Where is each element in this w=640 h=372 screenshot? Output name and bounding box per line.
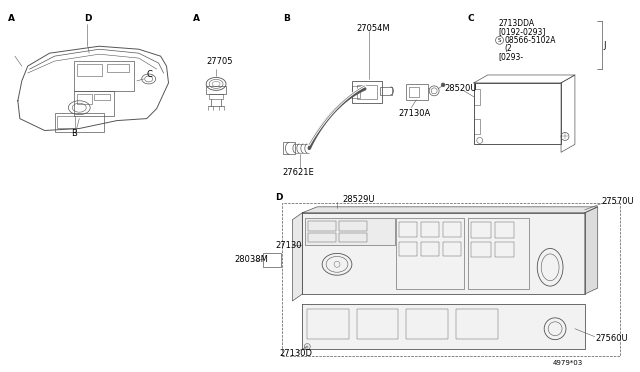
Text: 08566-5102A: 08566-5102A	[504, 36, 556, 45]
Text: C: C	[147, 70, 152, 80]
Bar	[495, 241, 515, 257]
Bar	[74, 61, 134, 91]
Bar	[308, 232, 336, 243]
Bar	[54, 113, 104, 132]
Bar	[399, 241, 417, 256]
Bar	[406, 309, 448, 339]
Bar	[262, 253, 280, 267]
Bar	[209, 94, 223, 99]
Bar	[443, 222, 461, 237]
Text: S: S	[497, 38, 501, 43]
Polygon shape	[302, 207, 598, 213]
Text: D: D	[84, 14, 92, 23]
Text: 4979*03: 4979*03	[553, 360, 583, 366]
Text: 27570U: 27570U	[602, 198, 634, 206]
Bar	[474, 89, 480, 105]
Bar	[421, 241, 439, 256]
Text: 2713DDA: 2713DDA	[499, 19, 534, 28]
Bar	[352, 81, 381, 103]
Text: J: J	[604, 41, 606, 50]
Bar	[206, 86, 226, 94]
Text: A: A	[8, 14, 15, 23]
Bar	[357, 85, 377, 99]
Bar	[77, 64, 102, 76]
Text: 27560U: 27560U	[596, 334, 628, 343]
Bar	[74, 91, 114, 116]
Bar	[357, 309, 399, 339]
Text: 27130: 27130	[276, 241, 302, 250]
Text: 27705: 27705	[206, 57, 233, 65]
Bar	[410, 87, 419, 97]
Text: D: D	[276, 193, 283, 202]
Bar	[474, 119, 480, 134]
Text: B: B	[284, 14, 291, 23]
Bar	[471, 241, 491, 257]
Bar	[77, 94, 92, 104]
Bar	[406, 84, 428, 100]
Text: 28520U: 28520U	[444, 84, 477, 93]
Bar	[474, 83, 561, 144]
Bar	[58, 116, 76, 128]
Bar	[284, 142, 296, 154]
Bar	[399, 222, 417, 237]
Bar	[380, 87, 392, 95]
Text: 27130A: 27130A	[399, 109, 431, 118]
Bar	[468, 218, 529, 289]
Bar	[339, 221, 367, 231]
Bar	[471, 222, 491, 238]
Polygon shape	[302, 213, 585, 294]
Text: [0293-: [0293-	[499, 52, 524, 61]
Bar	[107, 64, 129, 72]
Text: B: B	[72, 129, 77, 138]
Bar	[397, 218, 464, 289]
Bar	[456, 309, 497, 339]
Circle shape	[441, 83, 445, 87]
Polygon shape	[585, 207, 598, 294]
Bar	[352, 86, 360, 98]
Bar	[443, 241, 461, 256]
Bar	[307, 309, 349, 339]
Text: 27621E: 27621E	[282, 168, 314, 177]
Text: 27054M: 27054M	[357, 24, 390, 33]
Text: A: A	[193, 14, 200, 23]
Bar	[94, 94, 110, 100]
Bar	[305, 218, 394, 246]
Bar	[421, 222, 439, 237]
Bar	[308, 221, 336, 231]
Text: (2: (2	[504, 44, 512, 53]
Bar	[282, 203, 620, 356]
Text: 28038M: 28038M	[234, 255, 268, 264]
Bar	[495, 222, 515, 238]
Polygon shape	[302, 304, 585, 349]
Text: 28529U: 28529U	[342, 195, 374, 204]
Bar	[339, 232, 367, 243]
Text: C: C	[468, 14, 474, 23]
Text: 27130D: 27130D	[280, 349, 312, 358]
Polygon shape	[292, 213, 302, 301]
Text: [0192-0293]: [0192-0293]	[499, 27, 546, 36]
